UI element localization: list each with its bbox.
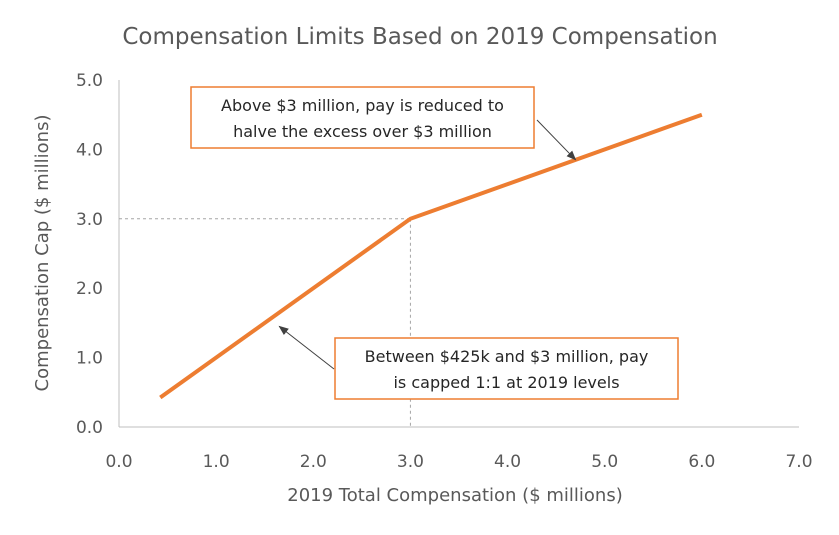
annotation-text: Above $3 million, pay is reduced to — [221, 96, 504, 115]
y-tick-label: 4.0 — [76, 140, 103, 160]
chart-title: Compensation Limits Based on 2019 Compen… — [122, 24, 717, 50]
annotation-callout: Between $425k and $3 million, pay is capp… — [278, 325, 679, 400]
x-tick-label: 4.0 — [494, 452, 521, 472]
annotation-text: is capped 1:1 at 2019 levels — [393, 373, 619, 392]
x-tick-label: 2.0 — [300, 452, 327, 472]
y-tick-label: 0.0 — [76, 418, 103, 438]
x-tick-label: 5.0 — [591, 452, 618, 472]
annotation-box — [190, 86, 535, 149]
annotation-arrow — [536, 119, 577, 161]
y-tick-label: 1.0 — [76, 349, 103, 369]
x-tick-label: 0.0 — [105, 452, 132, 472]
x-tick-label: 7.0 — [785, 452, 812, 472]
x-tick-label: 6.0 — [688, 452, 715, 472]
x-axis-title: 2019 Total Compensation ($ millions) — [287, 485, 622, 506]
annotation-text: Between $425k and $3 million, pay — [365, 347, 649, 366]
series-line — [159, 112, 703, 400]
y-tick-label: 2.0 — [76, 279, 103, 299]
annotation-arrow — [278, 325, 335, 370]
annotation-text: halve the excess over $3 million — [233, 122, 492, 141]
x-tick-label: 3.0 — [397, 452, 424, 472]
y-tick-label: 3.0 — [76, 210, 103, 230]
annotation-box — [334, 337, 679, 400]
y-tick-label: 5.0 — [76, 71, 103, 91]
annotation-callout: Above $3 million, pay is reduced to halve… — [190, 86, 577, 161]
x-tick-label: 1.0 — [203, 452, 230, 472]
plot-area: 0.0 1.0 2.0 3.0 4.0 5.0 6.0 7.0 0.0 1.0 2.0 3.0 4.0 5… — [76, 71, 813, 472]
y-axis-title: Compensation Cap ($ millions) — [32, 115, 53, 392]
